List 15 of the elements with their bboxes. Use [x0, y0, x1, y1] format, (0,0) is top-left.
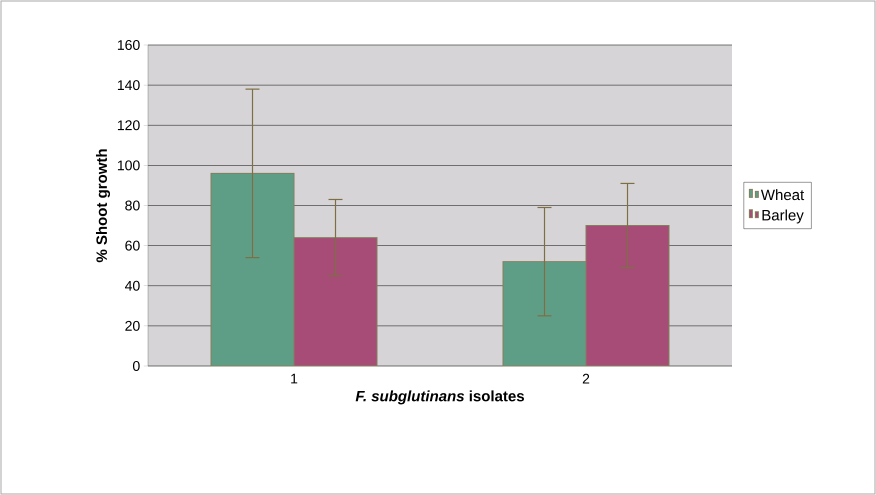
x-tick-label: 2 [582, 374, 590, 384]
legend-label: Barley [762, 209, 804, 224]
y-tick-label: 120 [118, 120, 140, 130]
x-axis-title: F. subglutinans isolates [356, 390, 524, 404]
y-tick-label: 140 [118, 80, 140, 90]
y-tick-label: 100 [118, 160, 140, 170]
y-tick-label: 0 [132, 361, 140, 371]
y-tick-label: 60 [125, 240, 140, 251]
y-tick-label: 160 [118, 40, 140, 50]
y-tick-label: 20 [125, 320, 140, 331]
y-tick-label: 80 [125, 200, 140, 210]
y-tick-label: 40 [124, 280, 140, 291]
y-axis-title: % Shoot growth [96, 149, 110, 262]
x-tick-label: 1 [291, 374, 298, 384]
legend-label: Wheat [760, 189, 804, 200]
